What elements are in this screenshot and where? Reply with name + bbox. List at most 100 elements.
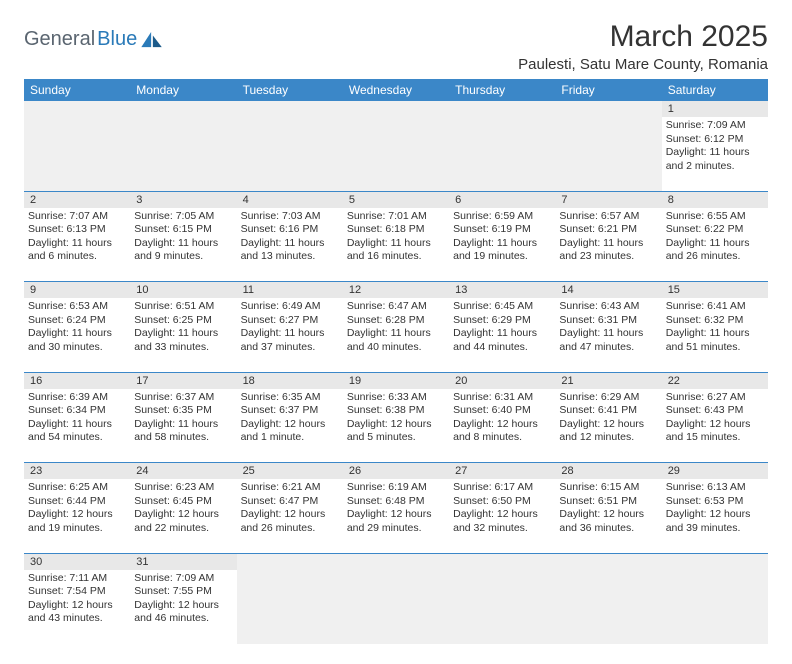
calendar-row: Sunrise: 6:39 AMSunset: 6:34 PMDaylight:… [24, 389, 768, 463]
empty-cell [237, 117, 343, 191]
sunrise-text: Sunrise: 6:41 AM [666, 300, 764, 314]
weekday-header: Wednesday [343, 79, 449, 101]
sunrise-text: Sunrise: 6:51 AM [134, 300, 232, 314]
empty-cell [24, 117, 130, 191]
calendar-row: Sunrise: 7:09 AMSunset: 6:12 PMDaylight:… [24, 117, 768, 191]
daylight-text: Daylight: 12 hours [666, 508, 764, 522]
sunrise-text: Sunrise: 7:09 AM [134, 572, 232, 586]
empty-cell [449, 101, 555, 117]
sunset-text: Sunset: 6:40 PM [453, 404, 551, 418]
sunset-text: Sunset: 7:54 PM [28, 585, 126, 599]
calendar-row: Sunrise: 6:53 AMSunset: 6:24 PMDaylight:… [24, 298, 768, 372]
empty-cell [343, 570, 449, 644]
empty-cell [343, 101, 449, 117]
day-number: 22 [662, 372, 768, 389]
sunrise-text: Sunrise: 7:05 AM [134, 210, 232, 224]
empty-cell [555, 117, 661, 191]
daylight-text: Daylight: 12 hours [241, 418, 339, 432]
day-details: Sunrise: 6:45 AMSunset: 6:29 PMDaylight:… [453, 300, 551, 355]
day-number-row: 16171819202122 [24, 372, 768, 389]
sunrise-text: Sunrise: 6:55 AM [666, 210, 764, 224]
empty-cell [343, 553, 449, 570]
daylight-text: Daylight: 12 hours [666, 418, 764, 432]
empty-cell [24, 101, 130, 117]
empty-cell [237, 101, 343, 117]
daylight-text: and 26 minutes. [241, 522, 339, 536]
day-details: Sunrise: 6:17 AMSunset: 6:50 PMDaylight:… [453, 481, 551, 536]
sunset-text: Sunset: 6:24 PM [28, 314, 126, 328]
daylight-text: Daylight: 11 hours [28, 237, 126, 251]
daylight-text: Daylight: 12 hours [134, 599, 232, 613]
daylight-text: and 23 minutes. [559, 250, 657, 264]
day-number: 5 [343, 191, 449, 208]
daylight-text: and 19 minutes. [453, 250, 551, 264]
day-cell: Sunrise: 6:17 AMSunset: 6:50 PMDaylight:… [449, 479, 555, 553]
day-number: 19 [343, 372, 449, 389]
sunset-text: Sunset: 6:28 PM [347, 314, 445, 328]
empty-cell [662, 553, 768, 570]
daylight-text: Daylight: 12 hours [559, 508, 657, 522]
sunset-text: Sunset: 7:55 PM [134, 585, 232, 599]
daylight-text: Daylight: 11 hours [559, 327, 657, 341]
sunset-text: Sunset: 6:43 PM [666, 404, 764, 418]
daylight-text: Daylight: 12 hours [28, 508, 126, 522]
daylight-text: and 9 minutes. [134, 250, 232, 264]
daylight-text: and 13 minutes. [241, 250, 339, 264]
weekday-header: Friday [555, 79, 661, 101]
day-cell: Sunrise: 6:45 AMSunset: 6:29 PMDaylight:… [449, 298, 555, 372]
day-number-row: 2345678 [24, 191, 768, 208]
sunset-text: Sunset: 6:29 PM [453, 314, 551, 328]
daylight-text: and 22 minutes. [134, 522, 232, 536]
day-number: 27 [449, 463, 555, 480]
sunrise-text: Sunrise: 6:17 AM [453, 481, 551, 495]
day-details: Sunrise: 6:57 AMSunset: 6:21 PMDaylight:… [559, 210, 657, 265]
brand-logo: General Blue [24, 28, 163, 51]
daylight-text: Daylight: 12 hours [241, 508, 339, 522]
sunrise-text: Sunrise: 6:57 AM [559, 210, 657, 224]
day-cell: Sunrise: 6:55 AMSunset: 6:22 PMDaylight:… [662, 208, 768, 282]
day-number: 16 [24, 372, 130, 389]
empty-cell [343, 117, 449, 191]
day-number: 28 [555, 463, 661, 480]
day-cell: Sunrise: 6:53 AMSunset: 6:24 PMDaylight:… [24, 298, 130, 372]
daylight-text: Daylight: 12 hours [347, 418, 445, 432]
day-number: 23 [24, 463, 130, 480]
day-details: Sunrise: 6:15 AMSunset: 6:51 PMDaylight:… [559, 481, 657, 536]
sunset-text: Sunset: 6:41 PM [559, 404, 657, 418]
day-details: Sunrise: 6:13 AMSunset: 6:53 PMDaylight:… [666, 481, 764, 536]
day-cell: Sunrise: 6:29 AMSunset: 6:41 PMDaylight:… [555, 389, 661, 463]
daylight-text: Daylight: 11 hours [559, 237, 657, 251]
sunset-text: Sunset: 6:44 PM [28, 495, 126, 509]
sunrise-text: Sunrise: 7:09 AM [666, 119, 764, 133]
day-cell: Sunrise: 7:03 AMSunset: 6:16 PMDaylight:… [237, 208, 343, 282]
sunrise-text: Sunrise: 6:49 AM [241, 300, 339, 314]
sunrise-text: Sunrise: 6:47 AM [347, 300, 445, 314]
sunrise-text: Sunrise: 6:59 AM [453, 210, 551, 224]
calendar-row: Sunrise: 7:07 AMSunset: 6:13 PMDaylight:… [24, 208, 768, 282]
empty-cell [237, 553, 343, 570]
location-text: Paulesti, Satu Mare County, Romania [518, 56, 768, 73]
sunrise-text: Sunrise: 6:19 AM [347, 481, 445, 495]
day-cell: Sunrise: 7:05 AMSunset: 6:15 PMDaylight:… [130, 208, 236, 282]
day-details: Sunrise: 7:07 AMSunset: 6:13 PMDaylight:… [28, 210, 126, 265]
empty-cell [449, 570, 555, 644]
daylight-text: Daylight: 11 hours [347, 237, 445, 251]
daylight-text: and 16 minutes. [347, 250, 445, 264]
daylight-text: and 6 minutes. [28, 250, 126, 264]
sunrise-text: Sunrise: 6:31 AM [453, 391, 551, 405]
daylight-text: and 19 minutes. [28, 522, 126, 536]
daylight-text: Daylight: 11 hours [134, 418, 232, 432]
day-number: 8 [662, 191, 768, 208]
sunrise-text: Sunrise: 7:07 AM [28, 210, 126, 224]
sunrise-text: Sunrise: 6:23 AM [134, 481, 232, 495]
day-cell: Sunrise: 6:15 AMSunset: 6:51 PMDaylight:… [555, 479, 661, 553]
calendar-page: General Blue March 2025 Paulesti, Satu M… [0, 0, 792, 664]
day-cell: Sunrise: 6:19 AMSunset: 6:48 PMDaylight:… [343, 479, 449, 553]
daylight-text: and 8 minutes. [453, 431, 551, 445]
day-number: 9 [24, 282, 130, 299]
sunset-text: Sunset: 6:47 PM [241, 495, 339, 509]
daylight-text: Daylight: 11 hours [666, 237, 764, 251]
daylight-text: and 46 minutes. [134, 612, 232, 626]
sunrise-text: Sunrise: 6:39 AM [28, 391, 126, 405]
day-number: 1 [662, 101, 768, 117]
